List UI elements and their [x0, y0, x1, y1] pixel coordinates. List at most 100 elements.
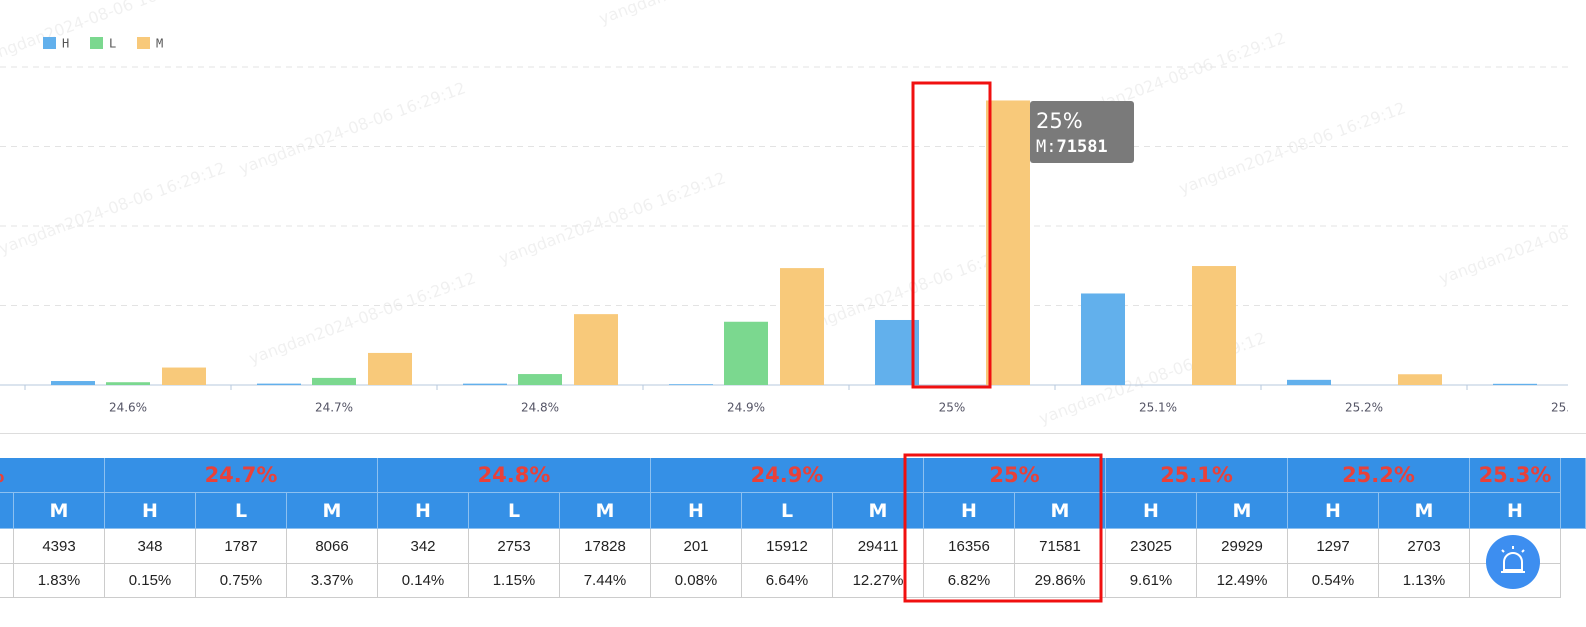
count-cell: 29411 [833, 529, 924, 564]
group-header: 24.9% [651, 458, 924, 493]
x-tick-label: 24.7% [315, 401, 353, 415]
bar [1081, 293, 1125, 385]
group-header: 25.2% [1288, 458, 1470, 493]
share-cell: 0.15% [105, 564, 196, 598]
share-cell: 1.15% [469, 564, 560, 598]
share-cell: 6.64% [742, 564, 833, 598]
share-cell: 3.37% [287, 564, 378, 598]
x-tick-label: 25% [939, 401, 966, 415]
bar [780, 268, 824, 385]
column-header: H [651, 493, 742, 529]
column-header: M [1379, 493, 1470, 529]
alert-button[interactable] [1486, 535, 1540, 589]
count-cell: 4393 [14, 529, 105, 564]
legend-label: L [109, 37, 116, 51]
legend-swatch [43, 37, 56, 49]
bar [669, 384, 713, 385]
share-cell: 6.82% [924, 564, 1015, 598]
bar [875, 319, 919, 385]
column-header: L [196, 493, 287, 529]
group-header: 25.3% [1470, 458, 1561, 493]
bar [1398, 374, 1442, 385]
count-cell: 2703 [1379, 529, 1470, 564]
share-cell: 0.08% [651, 564, 742, 598]
watermark: yangdan2024-08-06 16:29:12 [596, 0, 828, 28]
bar [257, 383, 301, 385]
bar [51, 381, 95, 385]
share-cell: 1.13% [1379, 564, 1470, 598]
column-header: M [1197, 493, 1288, 529]
share-cell: 0.75% [196, 564, 287, 598]
column-header: M [560, 493, 651, 529]
column-header: L [469, 493, 560, 529]
share-cell: 29.86% [1015, 564, 1106, 598]
count-cell: 201 [651, 529, 742, 564]
legend-swatch [137, 37, 150, 49]
count-cell: 1297 [1288, 529, 1379, 564]
separator [0, 433, 1586, 434]
count-cell: 15912 [742, 529, 833, 564]
column-header: H [105, 493, 196, 529]
share-cell: 12.27% [833, 564, 924, 598]
count-cell: 1787 [196, 529, 287, 564]
bar [312, 377, 356, 385]
column-header: M [833, 493, 924, 529]
group-header: 25% [924, 458, 1106, 493]
bar [1192, 266, 1236, 385]
share-cell: 9.61% [1106, 564, 1197, 598]
table: 24.6%M43931.83%24.7%H3480.15%L17870.75%M… [0, 458, 1586, 600]
bar [574, 314, 618, 385]
column-header: H [1106, 493, 1197, 529]
watermark: yangdan2024-08-06 16:29:12 [1176, 98, 1408, 198]
bar [368, 352, 412, 385]
count-cell: 71581 [1015, 529, 1106, 564]
column-header: H [1288, 493, 1379, 529]
x-tick-label: 25.2% [1345, 401, 1383, 415]
group-header: 24.8% [378, 458, 651, 493]
group-header: 25.1% [1106, 458, 1288, 493]
watermark: yangdan2024-08-06 16:29:12 [236, 78, 468, 178]
x-tick-label: 24.9% [727, 401, 765, 415]
watermark: yangdan2024-08-06 16:29:12 [0, 0, 208, 68]
column-header: M [287, 493, 378, 529]
column-header: H [378, 493, 469, 529]
column-header [0, 493, 14, 529]
share-cell: 0.54% [1288, 564, 1379, 598]
count-cell: 8066 [287, 529, 378, 564]
chart: yangdan2024-08-06 16:29:12yangdan2024-08… [0, 0, 1568, 428]
count-cell: 23025 [1106, 529, 1197, 564]
column-header: M [1015, 493, 1106, 529]
x-tick-label: 24.6% [109, 401, 147, 415]
watermark: yangdan2024-08-06 16:29:12 [496, 168, 728, 268]
legend-label: M [156, 37, 163, 51]
share-cell [0, 564, 14, 598]
share-cell: 7.44% [560, 564, 651, 598]
count-cell: 342 [378, 529, 469, 564]
count-cell: 348 [105, 529, 196, 564]
x-tick-label: 25.1% [1139, 401, 1177, 415]
column-header: H [924, 493, 1015, 529]
count-cell: 16356 [924, 529, 1015, 564]
column-header: L [742, 493, 833, 529]
watermark: yangdan2024-08-06 16:29:12 [246, 268, 478, 368]
column-header: H [1470, 493, 1561, 529]
bar [106, 382, 150, 385]
x-tick-label: 25.3% [1551, 401, 1568, 415]
bar [1287, 379, 1331, 385]
group-header: 24.6% [0, 458, 105, 493]
count-cell: 2753 [469, 529, 560, 564]
watermark: yangdan2024-08-06 16:29:12 [1436, 188, 1568, 288]
count-cell: 29929 [1197, 529, 1288, 564]
legend-swatch [90, 37, 103, 49]
share-cell: 12.49% [1197, 564, 1288, 598]
column-header: M [14, 493, 105, 529]
share-cell: 0.14% [378, 564, 469, 598]
share-cell: 1.83% [14, 564, 105, 598]
watermark: yangdan2024-08-06 16:29:12 [0, 158, 228, 258]
bar [986, 100, 1030, 386]
count-cell [0, 529, 14, 564]
x-tick-label: 24.8% [521, 401, 559, 415]
bar [162, 367, 206, 385]
watermark: yangdan2024-08-06 16:29:12 [1056, 28, 1288, 128]
